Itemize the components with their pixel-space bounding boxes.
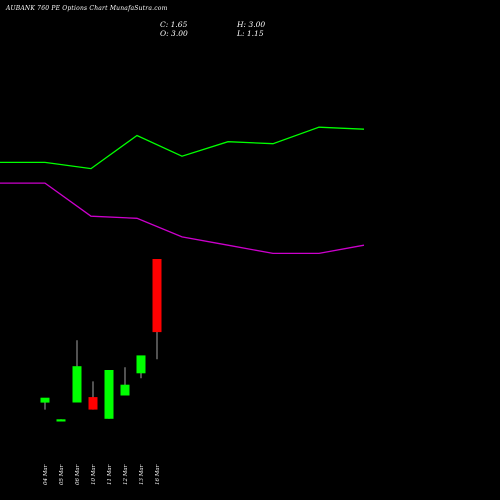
candle-body (72, 366, 82, 403)
candle-body (40, 397, 50, 403)
candle-body (56, 419, 66, 422)
x-tick-label: 13 Mar (139, 464, 145, 485)
candle-body (88, 397, 98, 410)
x-tick-label: 11 Mar (107, 464, 113, 485)
x-tick-label: 05 Mar (59, 464, 65, 485)
x-tick-label: 10 Mar (91, 464, 97, 485)
high-value: H: 3.00 (237, 20, 266, 29)
candle-body (152, 259, 162, 333)
indicator-line-1 (0, 126, 365, 170)
indicator-line-2 (0, 182, 365, 255)
candle-body (136, 355, 146, 374)
chart-title: AUBANK 760 PE Options Chart MunafaSutra.… (6, 5, 168, 12)
candle-body (104, 370, 114, 419)
x-tick-label: 12 Mar (123, 464, 129, 485)
low-value: L: 1.15 (237, 29, 264, 38)
x-tick-label: 06 Mar (75, 464, 81, 485)
close-value: C: 1.65 (160, 20, 188, 29)
open-value: O: 3.00 (160, 29, 188, 38)
candle-body (120, 384, 130, 396)
x-tick-label: 16 Mar (155, 464, 161, 485)
x-tick-label: 04 Mar (43, 464, 49, 485)
